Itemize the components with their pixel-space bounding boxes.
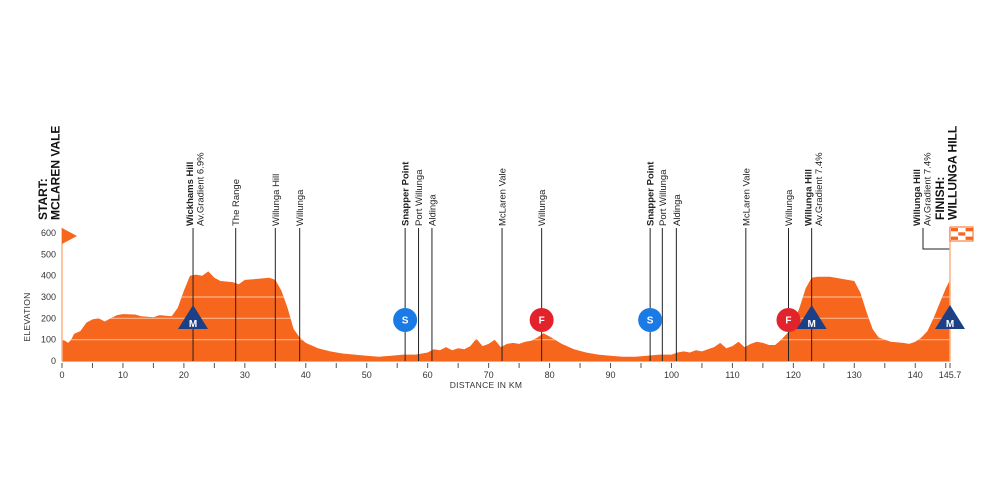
y-tick-label: 200 xyxy=(41,313,56,323)
place-label: Av.Gradient 6.9% xyxy=(196,152,207,226)
feed-zone-icon: F xyxy=(776,308,801,332)
x-tick-label: 10 xyxy=(118,370,128,380)
mountain-classification-icon: M xyxy=(796,305,827,330)
y-axis-title: ELEVATION xyxy=(22,292,32,341)
x-tick-label: 145.7 xyxy=(939,370,962,380)
y-tick-label: 0 xyxy=(51,356,56,366)
x-tick-label: 30 xyxy=(240,370,250,380)
x-tick-label: 110 xyxy=(725,370,739,380)
place-label: Snapper Point xyxy=(646,161,657,226)
marker-circle xyxy=(776,308,801,332)
place-label: Willunga Hill xyxy=(912,169,923,226)
sprint-icon: S xyxy=(393,308,418,332)
finish-flag-icon xyxy=(949,226,974,242)
place-label: McLaren Vale xyxy=(741,168,752,226)
place-label: Willunga Hill xyxy=(271,174,282,226)
finish-flag-check xyxy=(958,232,966,236)
place-label: McLaren Vale xyxy=(498,168,509,226)
start-label: START: xyxy=(36,178,50,220)
finish-label: WILLUNGA HILL xyxy=(946,126,960,220)
place-label: Snapper Point xyxy=(401,161,412,226)
marker-letter: F xyxy=(539,316,545,327)
finish-flag-check xyxy=(965,228,973,232)
mountain-classification-icon: M xyxy=(935,305,965,330)
x-tick-label: 40 xyxy=(301,370,311,380)
mountain-triangle xyxy=(178,305,209,329)
finish-flag-check xyxy=(965,236,973,240)
marker-letter: F xyxy=(785,316,791,327)
x-tick-label: 130 xyxy=(847,370,862,380)
x-tick-label: 120 xyxy=(786,370,801,380)
finish-flag-check xyxy=(951,236,958,240)
finish-climb-bracket xyxy=(922,228,950,250)
place-label: Av.Gradient 7.4% xyxy=(923,152,934,226)
finish-label: FINISH: xyxy=(933,177,947,220)
mountain-letter: M xyxy=(189,319,197,330)
y-tick-label: 100 xyxy=(41,335,56,345)
mountain-classification-icon: M xyxy=(178,305,209,330)
x-tick-label: 90 xyxy=(606,370,616,380)
y-tick-label: 500 xyxy=(41,249,56,259)
y-tick-label: 300 xyxy=(41,292,56,302)
x-tick-label: 80 xyxy=(545,370,555,380)
place-label: Wickhams Hill xyxy=(185,162,196,226)
x-axis-title: DISTANCE IN KM xyxy=(450,380,523,390)
mountain-letter: M xyxy=(946,319,954,330)
x-tick-label: 50 xyxy=(362,370,372,380)
marker-letter: S xyxy=(402,316,409,327)
marker-circle xyxy=(529,308,554,332)
place-label: Willunga xyxy=(537,189,548,226)
mountain-triangle xyxy=(796,305,827,329)
x-tick-label: 100 xyxy=(664,370,679,380)
place-label: The Range xyxy=(231,179,242,226)
place-label: Port Willunga xyxy=(414,169,425,226)
place-label: Port Willunga xyxy=(658,169,669,226)
x-tick-label: 60 xyxy=(423,370,433,380)
finish-flag-check xyxy=(951,228,958,232)
marker-circle xyxy=(393,308,418,332)
marker-letter: S xyxy=(647,316,654,327)
place-label: Av.Gradient 7.4% xyxy=(814,152,825,226)
x-tick-label: 140 xyxy=(908,370,923,380)
place-label: Willunga xyxy=(784,189,795,226)
mountain-letter: M xyxy=(807,319,815,330)
y-tick-label: 400 xyxy=(41,271,56,281)
place-label: Aldinga xyxy=(427,194,438,226)
x-tick-label: 20 xyxy=(179,370,189,380)
marker-circle xyxy=(638,308,663,332)
x-tick-label: 70 xyxy=(484,370,494,380)
x-tick-label: 0 xyxy=(59,370,64,380)
feed-zone-icon: F xyxy=(529,308,554,332)
start-flag-icon xyxy=(62,228,77,244)
mountain-triangle xyxy=(935,305,965,329)
place-label: Willunga Hill xyxy=(804,169,815,226)
sprint-icon: S xyxy=(638,308,663,332)
elevation-profile-area xyxy=(62,271,950,361)
start-label: MCLAREN VALE xyxy=(49,126,63,220)
place-label: Aldinga xyxy=(672,194,683,226)
y-tick-label: 600 xyxy=(41,228,56,238)
place-label: Willunga xyxy=(295,189,306,226)
